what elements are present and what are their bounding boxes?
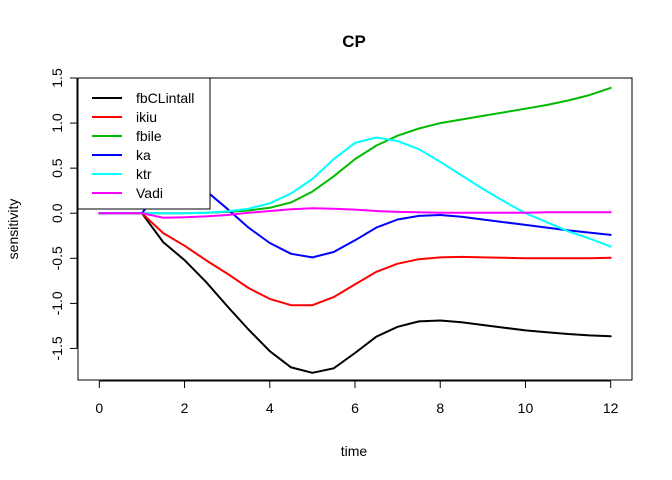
legend-box	[77, 77, 211, 210]
series-line-ikiu	[98, 212, 612, 307]
x-tick-label: 12	[603, 400, 619, 416]
y-tick-label: 0.0	[49, 203, 65, 223]
legend-label: fbile	[136, 128, 162, 144]
legend-label: ktr	[136, 166, 152, 182]
legend-label: fbCLintall	[136, 90, 194, 106]
chart-title: CP	[342, 32, 366, 51]
x-tick-label: 2	[181, 400, 189, 416]
y-axis: -1.5 -1.0 -0.5 0.0 0.5 1.0 1.5	[49, 68, 78, 361]
y-tick-label: -1.5	[49, 336, 65, 360]
y-tick-label: 1.5	[49, 68, 65, 88]
y-tick-label: -0.5	[49, 246, 65, 270]
legend-label: ka	[136, 147, 151, 163]
x-axis-label: time	[341, 443, 368, 459]
legend: fbCLintall ikiu fbile ka ktr Vadi	[77, 77, 211, 210]
legend-label: ikiu	[136, 109, 157, 125]
legend-label: Vadi	[136, 185, 163, 201]
x-tick-label: 4	[266, 400, 274, 416]
series-line-vadi	[98, 207, 612, 219]
y-tick-label: -1.0	[49, 291, 65, 315]
y-tick-label: 0.5	[49, 158, 65, 178]
y-axis-label: sensitivity	[5, 199, 21, 260]
series-line-fbclintall	[98, 212, 612, 374]
x-tick-label: 6	[351, 400, 359, 416]
x-tick-label: 8	[436, 400, 444, 416]
x-axis: 0 2 4 6 8 10 12	[95, 380, 619, 416]
plot-area	[77, 77, 633, 381]
x-tick-label: 0	[95, 400, 103, 416]
y-tick-label: 1.0	[49, 113, 65, 133]
x-tick-label: 10	[518, 400, 534, 416]
